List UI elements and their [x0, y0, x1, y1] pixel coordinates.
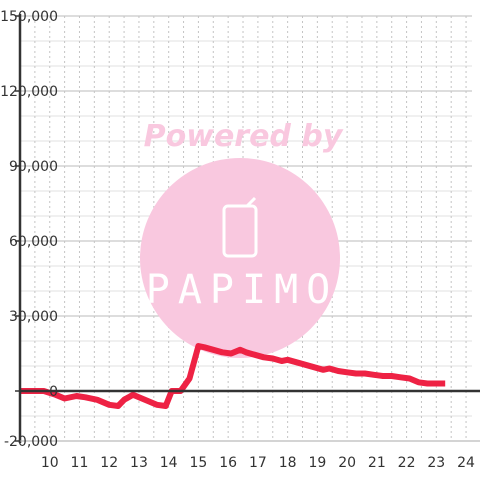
series-line	[20, 343, 446, 409]
x-tick-label: 10	[41, 455, 59, 471]
x-tick-label: 18	[279, 455, 297, 471]
x-tick-label: 23	[427, 455, 445, 471]
x-tick-label: 14	[160, 455, 178, 471]
x-tick-label: 19	[308, 455, 326, 471]
x-tick-label: 20	[338, 455, 356, 471]
series-layer	[20, 343, 446, 409]
phone-icon	[222, 196, 258, 258]
x-tick-label: 13	[130, 455, 148, 471]
x-tick-label: 21	[368, 455, 386, 471]
y-tick-label: -20,000	[4, 434, 58, 450]
axes	[15, 14, 480, 443]
x-tick-label: 24	[457, 455, 475, 471]
x-tick-label: 17	[249, 455, 267, 471]
grid	[19, 15, 472, 442]
x-tick-label: 22	[398, 455, 416, 471]
x-tick-label: 11	[71, 455, 89, 471]
y-tick-label: 150,000	[0, 9, 58, 25]
watermark-logo: PAPIMO	[146, 267, 339, 313]
watermark-text: Powered by	[144, 119, 344, 154]
x-tick-label: 15	[190, 455, 208, 471]
watermark: Powered by PAPIMO	[140, 119, 344, 358]
y-tick-label: 30,000	[9, 309, 58, 325]
x-tick-label: 16	[219, 455, 237, 471]
y-tick-label: 90,000	[9, 159, 58, 175]
y-tick-label: 0	[49, 384, 58, 400]
tick-labels: -20,000 0 30,000 60,000 90,000 120,000 150,000…	[0, 9, 475, 471]
y-tick-label: 120,000	[0, 84, 58, 100]
x-tick-label: 12	[100, 455, 118, 471]
watermark-circle	[140, 158, 340, 358]
y-tick-label: 60,000	[9, 234, 58, 250]
